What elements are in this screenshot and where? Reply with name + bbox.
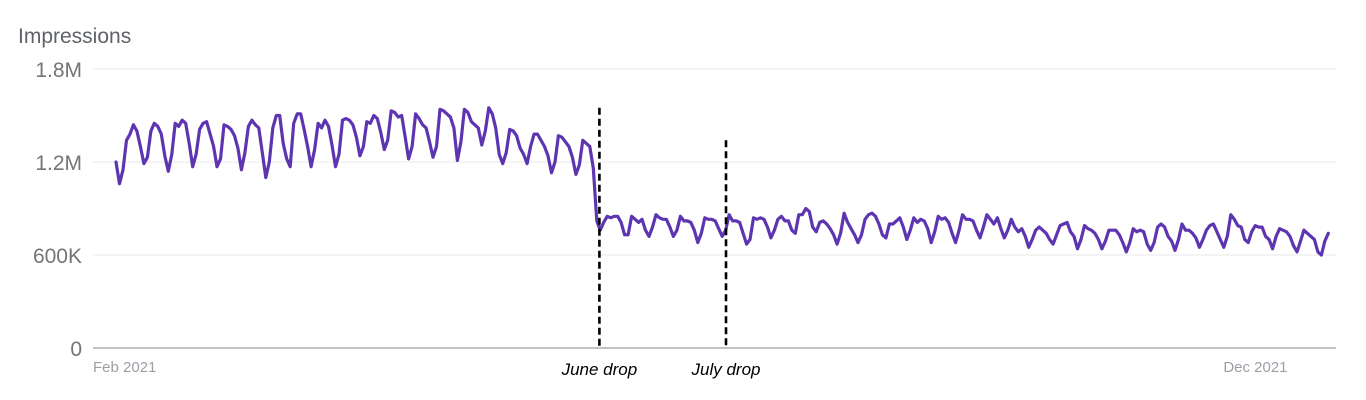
y-tick-label: 1.2M bbox=[35, 152, 82, 175]
y-axis-title: Impressions bbox=[18, 25, 131, 48]
x-axis-ticks: Feb 2021 Dec 2021 bbox=[93, 359, 1288, 376]
annotations: June drop July drop bbox=[561, 107, 761, 379]
x-tick-label: Dec 2021 bbox=[1223, 359, 1287, 376]
grid bbox=[93, 68, 1336, 349]
annotation-label: June drop bbox=[561, 360, 638, 379]
y-tick-label: 0 bbox=[70, 338, 82, 361]
x-tick-label: Feb 2021 bbox=[93, 359, 156, 376]
series-line bbox=[114, 106, 1330, 257]
annotation-label: July drop bbox=[691, 360, 761, 379]
y-tick-label: 1.8M bbox=[35, 59, 82, 82]
series-layer bbox=[114, 106, 1330, 257]
y-tick-label: 600K bbox=[33, 245, 82, 268]
y-axis-ticks: 0 600K 1.2M 1.8M bbox=[33, 59, 82, 361]
